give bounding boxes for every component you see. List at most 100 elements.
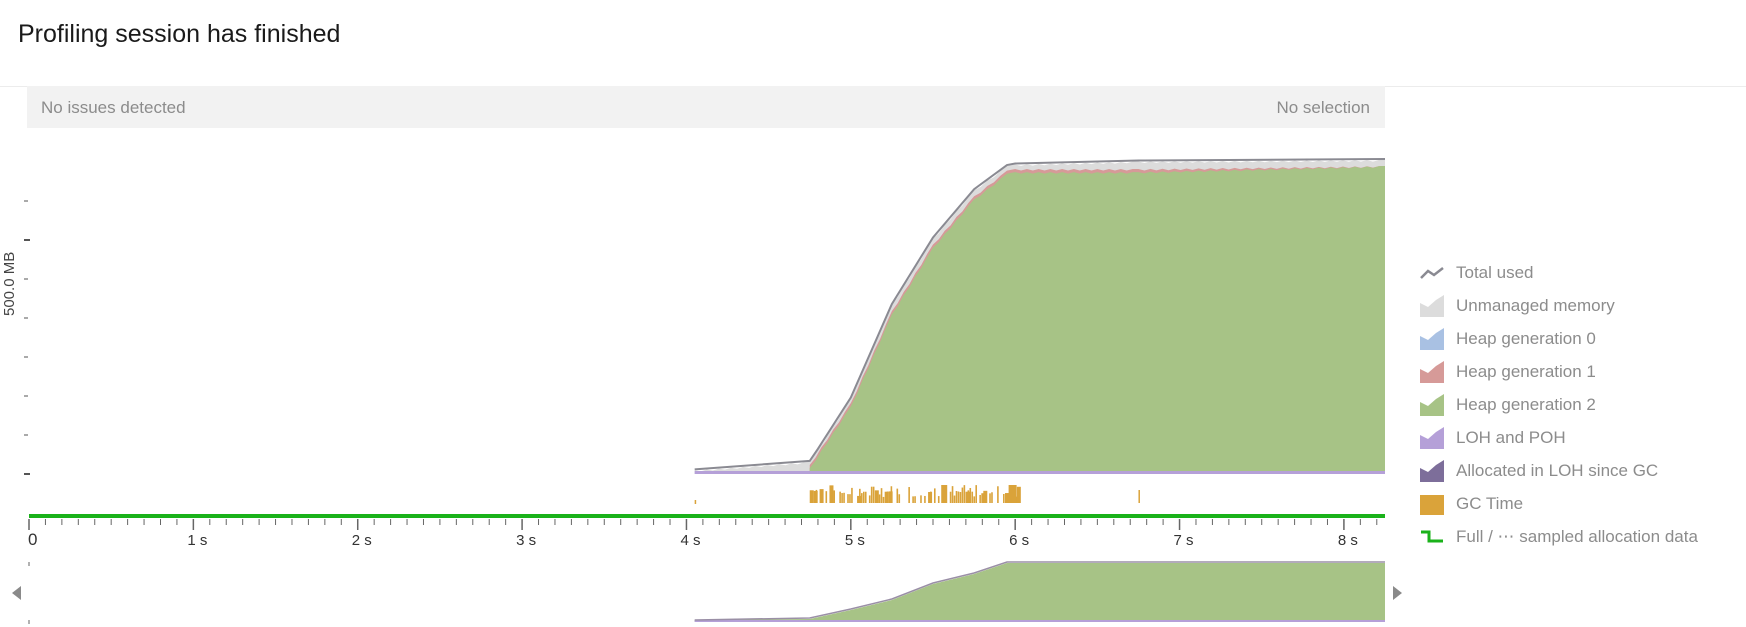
legend-item[interactable]: Heap generation 1 [1420, 355, 1698, 388]
gc-time-bar [1003, 493, 1005, 503]
gc-time-bar [949, 491, 952, 503]
legend-item[interactable]: Heap generation 0 [1420, 322, 1698, 355]
gc-time-bar [1008, 485, 1017, 503]
gc-time-bar [847, 494, 849, 503]
legend-label: Heap generation 1 [1456, 361, 1596, 381]
area-icon [1420, 294, 1444, 317]
gc-time-bar [890, 486, 893, 503]
total-used-line [694, 158, 1386, 471]
gc-time-bar [1016, 486, 1021, 503]
selection-status[interactable]: No selection [1276, 98, 1370, 117]
legend-label: Unmanaged memory [1456, 295, 1615, 315]
scroll-right-arrow-icon[interactable] [1393, 586, 1402, 600]
chart-legend: Total used Unmanaged memory Heap generatio… [1420, 256, 1698, 553]
area-icon [1420, 360, 1444, 383]
gc-time-bar [864, 491, 867, 503]
gc-time-bar [997, 486, 999, 503]
gc-time-bar [933, 488, 936, 503]
gc-time-bar [859, 488, 861, 503]
gc-time-bar [961, 487, 964, 503]
legend-item[interactable]: Total used [1420, 256, 1698, 289]
status-bar: No issues detected No selection [27, 86, 1385, 128]
gc-time-bar [821, 494, 824, 503]
overview-heap-area [694, 563, 1385, 622]
loh-poh-area [694, 471, 1385, 474]
legend-item[interactable]: Unmanaged memory [1420, 289, 1698, 322]
x-axis-tick-label: 2 s [352, 532, 372, 549]
x-axis-tick-label: 5 s [845, 532, 865, 549]
x-axis-tick-label: 4 s [680, 532, 700, 549]
gc-time-bar [870, 486, 873, 503]
gc-time-bar [880, 488, 883, 503]
gc-time-bar [975, 485, 978, 503]
gc-time-bar [1138, 490, 1140, 503]
gc-time-bar [924, 495, 926, 503]
heap-gen2-area [809, 166, 1385, 475]
gc-time-bar [815, 489, 818, 503]
area-icon [1420, 459, 1444, 482]
gc-time-bar [908, 487, 910, 503]
area-icon [1420, 426, 1444, 449]
x-axis-tick-label: 7 s [1174, 532, 1194, 549]
gc-time-bar [861, 493, 863, 503]
gc-time-bar [874, 490, 879, 503]
x-axis-tick-label: 1 s [187, 532, 207, 549]
gc-time-bar [971, 491, 974, 503]
legend-item[interactable]: Full / ⋯ sampled allocation data [1420, 520, 1698, 553]
gc-time-bar [896, 488, 899, 503]
gc-time-bar [862, 491, 865, 503]
legend-item[interactable]: GC Time [1420, 487, 1698, 520]
gc-time-bar [959, 492, 962, 503]
gc-time-bar [872, 486, 875, 503]
gc-time-bar [839, 491, 841, 503]
gc-time-bar [963, 485, 966, 503]
gc-time-bar [831, 485, 834, 503]
gc-time-bar [851, 487, 853, 503]
legend-label: GC Time [1456, 493, 1524, 513]
gc-time-bar [825, 491, 828, 503]
line-icon [1420, 262, 1444, 284]
x-axis-tick-label: 0 [28, 530, 37, 549]
gc-time-bar [878, 494, 881, 503]
gc-time-bar [849, 494, 851, 503]
legend-label: Heap generation 2 [1456, 394, 1596, 414]
area-icon [1420, 393, 1444, 416]
gc-time-bar [868, 495, 871, 503]
area-icon [1420, 327, 1444, 350]
x-axis-tick-label: 6 s [1009, 532, 1029, 549]
x-axis-tick-label: 3 s [516, 532, 536, 549]
legend-label: LOH and POH [1456, 427, 1566, 447]
gc-time-bar [941, 485, 948, 503]
page-title: Profiling session has finished [18, 20, 341, 48]
legend-item[interactable]: Allocated in LOH since GC [1420, 454, 1698, 487]
scroll-left-arrow-icon[interactable] [12, 586, 21, 600]
gc-time-bar [973, 496, 976, 503]
x-axis-tick-label: 8 s [1338, 532, 1358, 549]
gc-time-bar [953, 495, 956, 503]
legend-label: Total used [1456, 262, 1534, 282]
gc-time-bar [886, 491, 889, 503]
gc-time-bar [951, 486, 954, 503]
overview-total-line [694, 561, 1385, 621]
gc-time-bar [694, 500, 697, 504]
gc-time-bar [930, 491, 932, 503]
gc-time-bar [989, 493, 991, 503]
gc-time-bar [957, 491, 960, 503]
legend-label: Allocated in LOH since GC [1456, 460, 1659, 480]
legend-item[interactable]: LOH and POH [1420, 421, 1698, 454]
gc-time-bar [843, 492, 845, 503]
gc-time-bar [979, 494, 981, 503]
allocation-data-line [29, 514, 1385, 518]
gc-time-bar [937, 496, 940, 503]
gc-time-bar [898, 494, 901, 503]
legend-label: Full / ⋯ sampled allocation data [1456, 526, 1698, 546]
gc-time-bar [1004, 493, 1009, 503]
gc-time-bar [967, 490, 970, 503]
gc-time-bar [841, 493, 843, 503]
legend-item[interactable]: Heap generation 2 [1420, 388, 1698, 421]
gc-time-bar [912, 496, 914, 503]
gc-time-bar [985, 494, 987, 503]
legend-label: Heap generation 0 [1456, 328, 1596, 348]
gc-time-bar [955, 491, 958, 503]
